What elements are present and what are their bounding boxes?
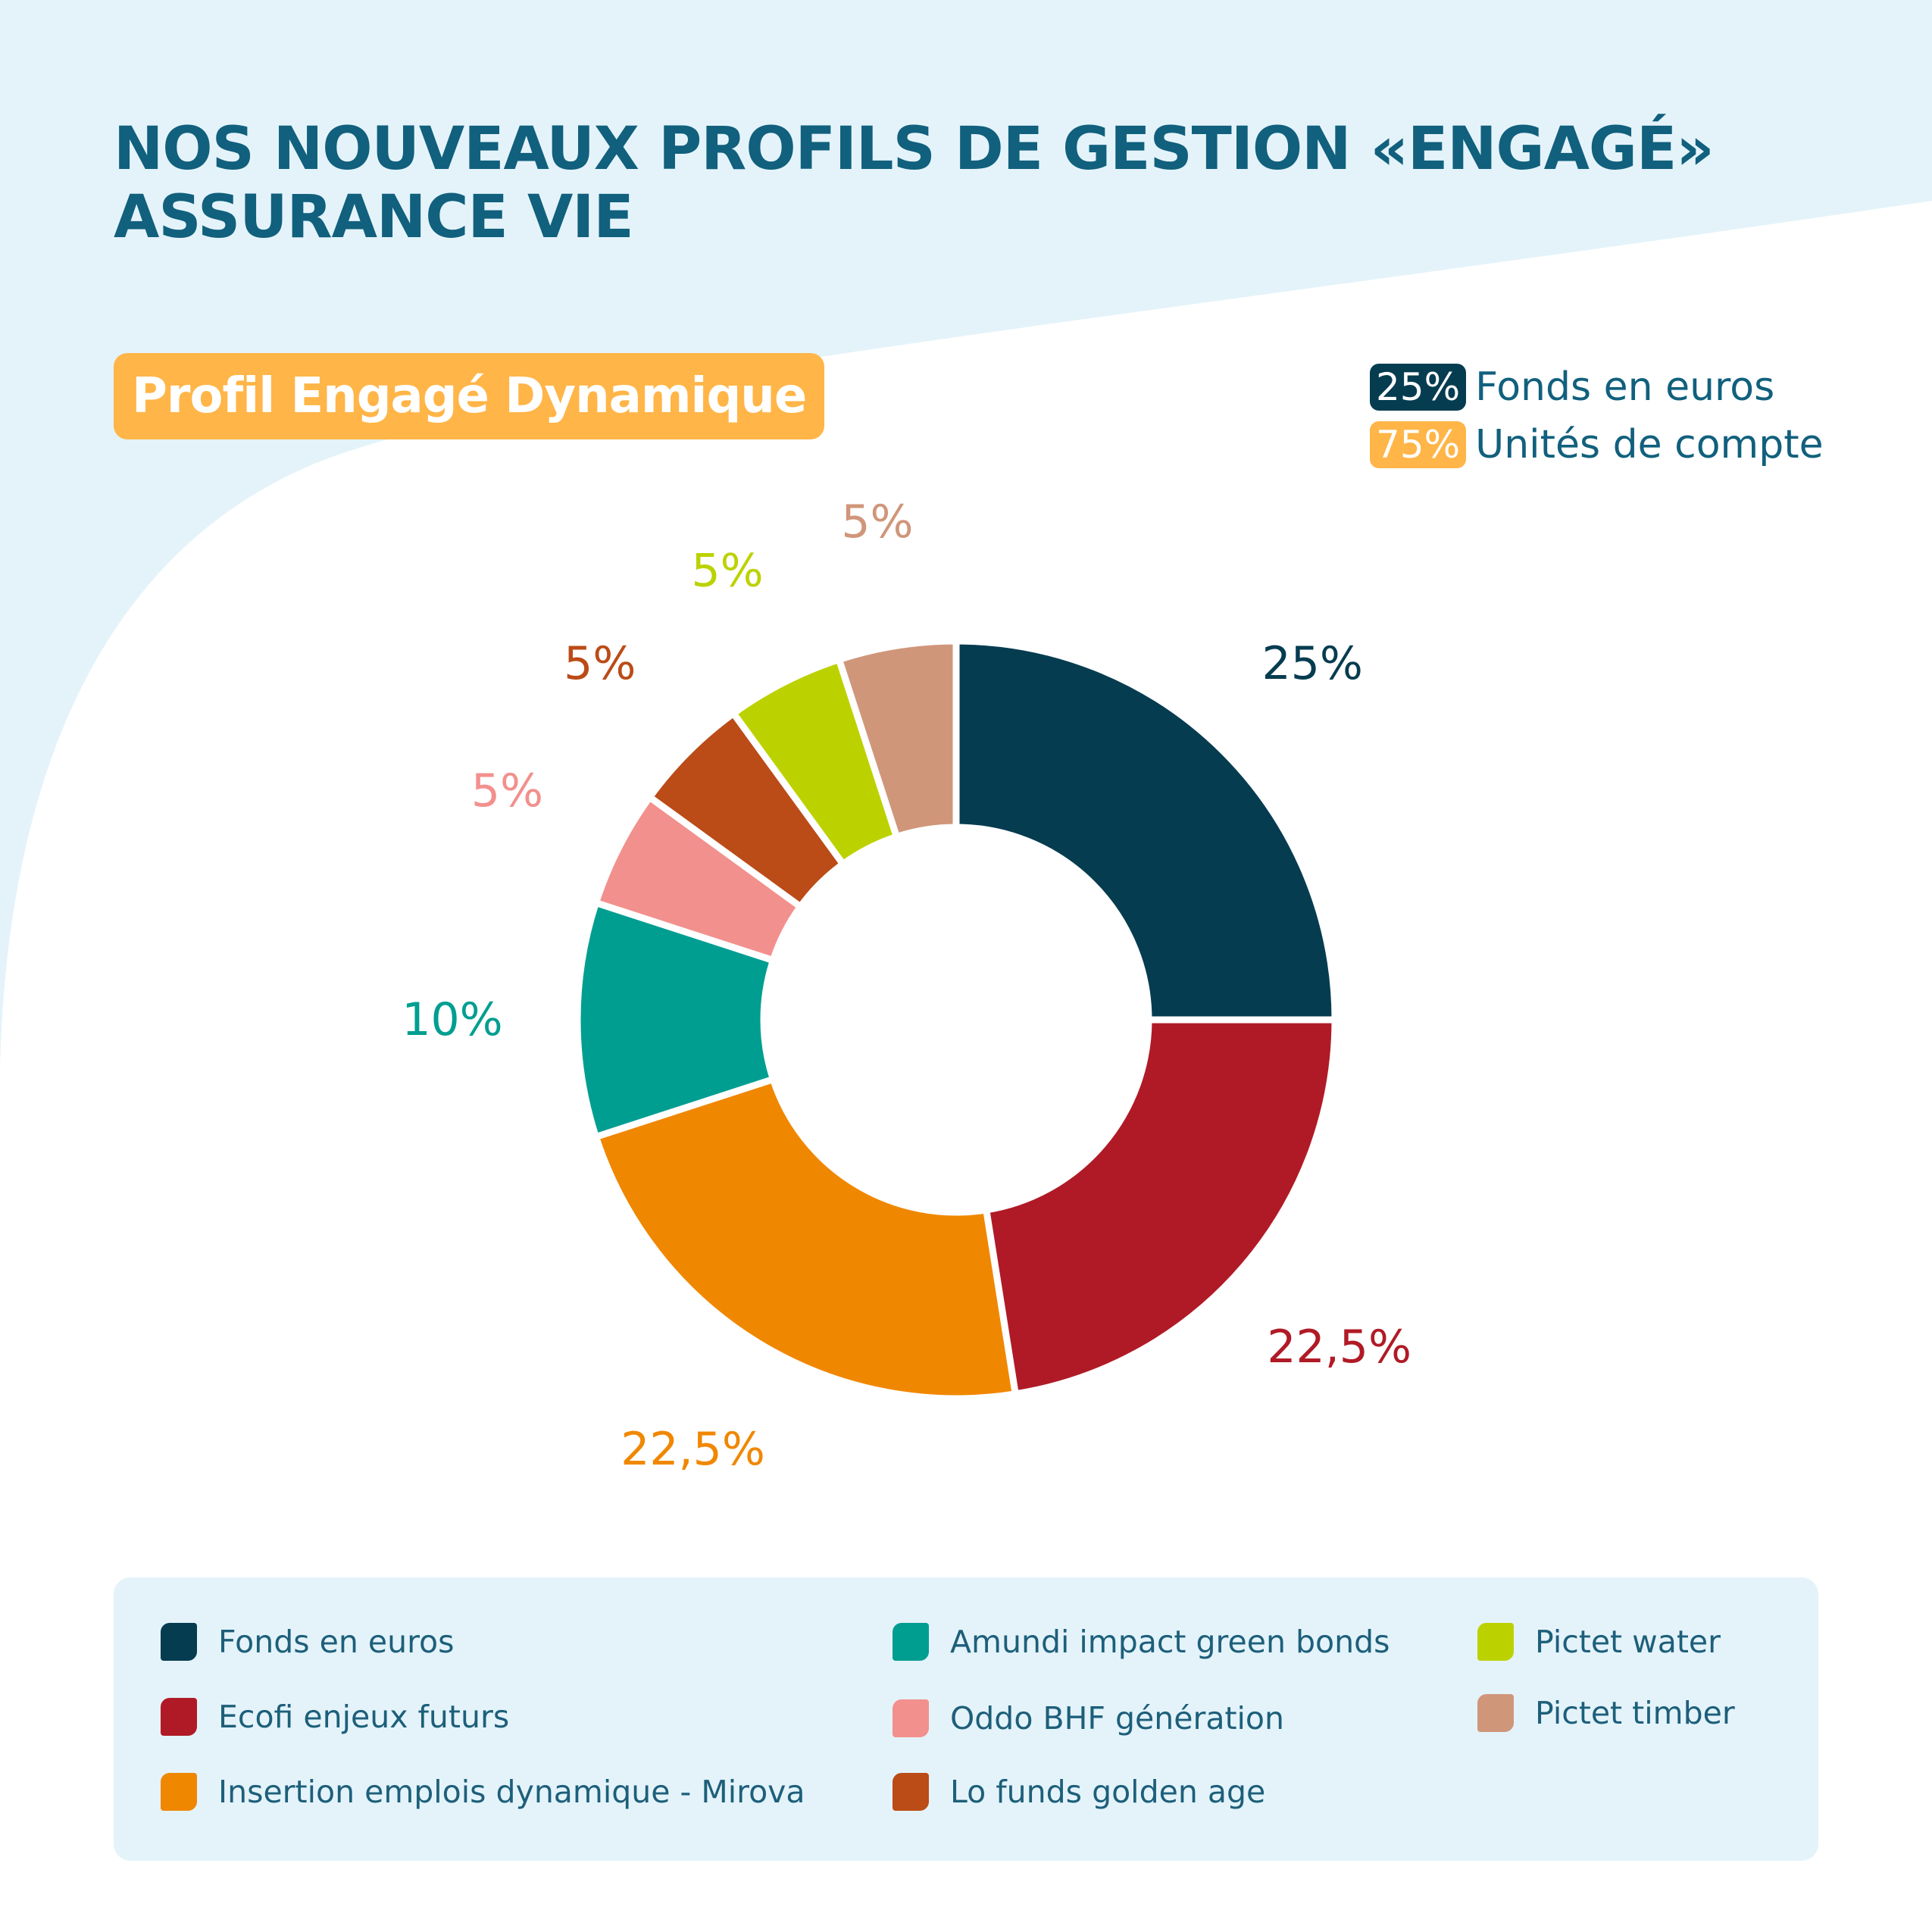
legend-item: Pictet timber <box>1477 1694 1735 1732</box>
slice-data-label: 22,5% <box>1267 1321 1411 1374</box>
legend-item: Pictet water <box>1477 1623 1721 1661</box>
legend-item: Lo funds golden age <box>893 1773 1265 1811</box>
allocation-row-uc: 75% Unités de compte <box>1370 418 1824 471</box>
title-line-2: ASSURANCE VIE <box>114 183 634 252</box>
donut-slice <box>591 1074 1020 1402</box>
slice-data-label: 10% <box>402 993 502 1046</box>
legend-swatch <box>161 1698 197 1736</box>
slice-data-label: 5% <box>841 496 913 549</box>
donut-slice <box>952 637 1339 1024</box>
slice-data-label: 5% <box>564 637 636 690</box>
title-line-1: NOS NOUVEAUX PROFILS DE GESTION «ENGAGÉ» <box>114 115 1715 183</box>
legend-swatch <box>893 1699 929 1737</box>
legend-swatch <box>893 1773 929 1811</box>
legend-label: Pictet timber <box>1535 1695 1735 1731</box>
legend-swatch <box>1477 1694 1514 1732</box>
legend-label: Fonds en euros <box>218 1624 455 1660</box>
legend-swatch <box>161 1623 197 1661</box>
chart-legend: Fonds en euros Ecofi enjeux futurs Inser… <box>114 1577 1818 1861</box>
page-title: NOS NOUVEAUX PROFILS DE GESTION «ENGAGÉ»… <box>114 115 1715 252</box>
legend-label: Insertion emplois dynamique - Mirova <box>218 1774 805 1810</box>
donut-slice <box>834 637 960 842</box>
legend-label: Lo funds golden age <box>950 1774 1266 1810</box>
slice-data-label: 5% <box>692 544 764 597</box>
slice-data-label: 25% <box>1262 637 1363 690</box>
profile-badge: Profil Engagé Dynamique <box>114 353 825 439</box>
legend-item: Amundi impact green bonds <box>893 1623 1390 1661</box>
allocation-label: Fonds en euros <box>1475 364 1775 410</box>
legend-label: Oddo BHF génération <box>950 1700 1284 1737</box>
slice-data-label: 22,5% <box>621 1423 765 1476</box>
allocation-summary: 25% Fonds en euros 75% Unités de compte <box>1370 361 1824 476</box>
legend-swatch <box>161 1773 197 1811</box>
slice-data-label: 5% <box>471 764 543 818</box>
legend-swatch <box>1477 1623 1514 1661</box>
legend-label: Ecofi enjeux futurs <box>218 1699 510 1735</box>
legend-label: Pictet water <box>1535 1624 1721 1660</box>
allocation-row-fonds: 25% Fonds en euros <box>1370 361 1824 414</box>
donut-slice <box>982 1016 1339 1398</box>
allocation-percent: 25% <box>1370 364 1467 411</box>
allocation-label: Unités de compte <box>1475 422 1824 467</box>
legend-item: Oddo BHF génération <box>893 1699 1284 1737</box>
legend-swatch <box>893 1623 929 1661</box>
legend-label: Amundi impact green bonds <box>950 1624 1390 1660</box>
legend-item: Insertion emplois dynamique - Mirova <box>161 1773 805 1811</box>
allocation-percent: 75% <box>1370 421 1467 468</box>
legend-item: Ecofi enjeux futurs <box>161 1698 509 1736</box>
legend-item: Fonds en euros <box>161 1623 454 1661</box>
